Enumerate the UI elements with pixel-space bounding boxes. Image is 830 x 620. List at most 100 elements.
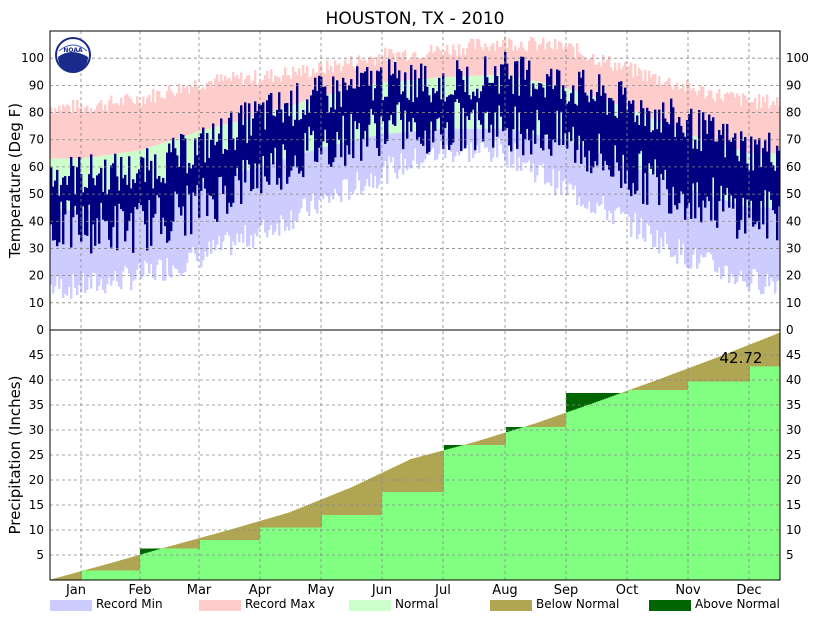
actual-temp-bar — [582, 69, 585, 142]
below-normal-bar — [440, 451, 443, 492]
actual-precip-bar — [294, 527, 297, 580]
actual-temp-bar — [644, 125, 647, 174]
precip-tick-label-right: 20 — [786, 473, 801, 487]
month-label: Feb — [128, 583, 151, 597]
normal-range-bar — [162, 143, 165, 195]
actual-precip-bar — [376, 515, 379, 580]
actual-temp-bar — [126, 184, 129, 231]
below-normal-bar — [486, 438, 489, 445]
actual-precip-bar — [300, 527, 303, 580]
actual-temp-bar — [400, 94, 403, 120]
record-min-bar — [764, 207, 767, 287]
record-min-bar — [778, 207, 781, 280]
record-max-bar — [700, 86, 703, 139]
record-min-bar — [528, 133, 531, 161]
actual-temp-bar — [640, 100, 643, 151]
actual-temp-bar — [266, 100, 269, 182]
legend-below-normal: Below Normal — [490, 597, 640, 615]
record-min-bar — [578, 144, 581, 198]
below-normal-bar — [496, 435, 499, 445]
below-normal-bar — [334, 493, 337, 515]
record-max-bar — [692, 87, 695, 136]
month-label: Apr — [249, 583, 272, 597]
normal-range-bar — [190, 134, 193, 186]
below-normal-bar — [70, 573, 73, 580]
below-normal-bar — [86, 569, 89, 571]
record-min-bar — [384, 134, 387, 162]
actual-precip-bar — [724, 381, 727, 580]
record-min-bar — [700, 192, 703, 255]
actual-temp-bar — [262, 102, 265, 156]
actual-temp-bar — [650, 132, 653, 169]
actual-temp-bar — [480, 91, 483, 125]
actual-precip-bar — [612, 393, 615, 580]
temp-tick-label-left: 0 — [36, 323, 44, 337]
record-min-bar — [710, 195, 713, 255]
record-max-bar — [242, 86, 245, 120]
record-max-bar — [650, 77, 653, 118]
actual-temp-bar — [328, 112, 331, 165]
actual-precip-bar — [480, 445, 483, 580]
record-max-bar — [664, 82, 667, 125]
below-normal-bar — [418, 456, 421, 492]
actual-precip-bar — [492, 445, 495, 580]
record-min-bar — [164, 194, 167, 281]
actual-temp-bar — [252, 118, 255, 189]
temp-ylabel: Temperature (Deg F) — [6, 103, 24, 259]
below-normal-bar — [276, 516, 279, 528]
below-normal-bar — [252, 523, 255, 540]
actual-precip-bar — [758, 366, 761, 580]
below-normal-bar — [398, 464, 401, 492]
below-normal-bar — [62, 576, 65, 580]
actual-temp-bar — [718, 129, 721, 202]
actual-temp-bar — [714, 141, 717, 221]
record-max-bar — [488, 50, 491, 76]
record-max-bar — [248, 75, 251, 119]
record-min-bar — [288, 157, 291, 231]
record-min-bar — [196, 183, 199, 262]
actual-precip-bar — [330, 515, 333, 580]
below-normal-bar — [114, 561, 117, 571]
actual-precip-bar — [742, 381, 745, 580]
actual-temp-bar — [278, 92, 281, 179]
above-normal-bar — [594, 393, 597, 403]
actual-precip-bar — [122, 570, 125, 580]
record-max-bar — [764, 102, 767, 154]
below-normal-bar — [178, 543, 181, 549]
record-max-bar — [100, 100, 103, 156]
record-min-bar — [654, 175, 657, 247]
below-normal-bar — [180, 543, 183, 549]
normal-range-bar — [204, 129, 207, 182]
actual-temp-bar — [592, 99, 595, 168]
record-max-bar — [524, 50, 527, 79]
record-max-bar — [54, 108, 57, 159]
record-min-bar — [106, 206, 109, 285]
record-max-bar — [102, 110, 105, 156]
record-min-bar — [746, 207, 749, 287]
actual-precip-bar — [656, 390, 659, 580]
record-max-bar — [458, 44, 461, 77]
actual-temp-bar — [60, 184, 63, 202]
actual-temp-bar — [270, 92, 273, 154]
actual-temp-bar — [520, 56, 523, 135]
record-min-bar — [512, 130, 515, 165]
actual-temp-bar — [514, 61, 517, 107]
record-min-bar — [596, 152, 599, 203]
record-min-bar — [324, 146, 327, 195]
actual-temp-bar — [532, 83, 535, 131]
actual-precip-bar — [636, 390, 639, 580]
actual-temp-bar — [410, 65, 413, 132]
record-min-bar — [254, 168, 257, 234]
actual-temp-bar — [472, 91, 475, 110]
below-normal-bar — [624, 391, 627, 393]
actual-precip-bar — [126, 570, 129, 580]
record-max-bar — [422, 58, 425, 79]
actual-precip-bar — [128, 570, 131, 580]
record-min-bar — [726, 200, 729, 266]
actual-temp-bar — [382, 100, 385, 122]
record-max-bar — [150, 102, 153, 148]
actual-precip-bar — [264, 527, 267, 580]
actual-temp-bar — [358, 86, 361, 124]
noaa-logo-wave — [58, 52, 88, 72]
